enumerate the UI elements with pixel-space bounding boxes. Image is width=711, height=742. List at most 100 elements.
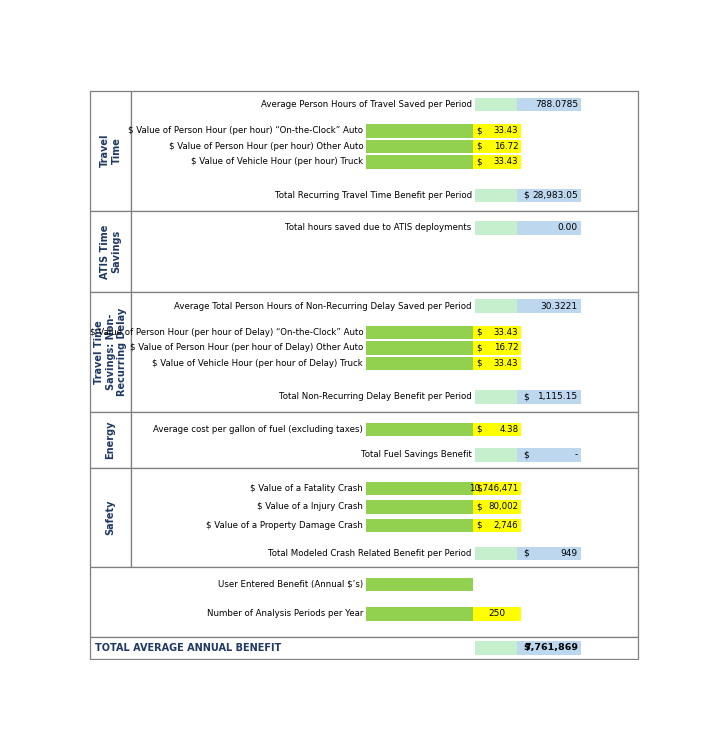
Bar <box>366 482 474 495</box>
Bar <box>475 641 518 654</box>
Text: Total Non-Recurring Delay Benefit per Period: Total Non-Recurring Delay Benefit per Pe… <box>279 393 471 401</box>
Bar <box>475 448 518 462</box>
Text: 7,761,869: 7,761,869 <box>524 643 578 652</box>
Bar <box>475 98 518 111</box>
Text: $: $ <box>523 191 528 200</box>
Bar <box>366 326 474 339</box>
Text: 80,002: 80,002 <box>488 502 518 511</box>
Bar <box>90 568 638 637</box>
Text: $: $ <box>476 157 482 166</box>
Bar <box>475 188 518 202</box>
Text: $: $ <box>476 126 482 135</box>
Bar <box>518 98 581 111</box>
Text: $ Value of Person Hour (per hour) “On-the-Clock” Auto: $ Value of Person Hour (per hour) “On-th… <box>128 126 363 135</box>
Text: 4.38: 4.38 <box>499 425 518 434</box>
Bar <box>131 468 638 568</box>
Bar <box>366 341 474 355</box>
Bar <box>366 500 474 513</box>
Bar <box>366 155 474 168</box>
Text: Average cost per gallon of fuel (excluding taxes): Average cost per gallon of fuel (excludi… <box>154 425 363 434</box>
Bar <box>474 326 521 339</box>
Text: Total Fuel Savings Benefit: Total Fuel Savings Benefit <box>361 450 471 459</box>
Text: $: $ <box>523 393 528 401</box>
Text: $: $ <box>476 484 482 493</box>
Text: 0.00: 0.00 <box>557 223 578 232</box>
Text: 10,746,471: 10,746,471 <box>469 484 518 493</box>
Text: Travel Time
Savings: Non-
Recurring Delay: Travel Time Savings: Non- Recurring Dela… <box>94 308 127 396</box>
Text: 250: 250 <box>488 609 506 618</box>
Bar <box>475 221 518 234</box>
Text: Energy: Energy <box>105 421 116 459</box>
Bar <box>366 124 474 137</box>
Text: TOTAL AVERAGE ANNUAL BENEFIT: TOTAL AVERAGE ANNUAL BENEFIT <box>95 643 282 653</box>
Bar <box>90 637 638 659</box>
Bar <box>518 547 581 560</box>
Text: $ Value of Person Hour (per hour of Delay) “On-the-Clock” Auto: $ Value of Person Hour (per hour of Dela… <box>90 328 363 337</box>
Text: 33.43: 33.43 <box>493 328 518 337</box>
Text: 30.3221: 30.3221 <box>541 301 578 311</box>
Bar <box>475 299 518 313</box>
Bar <box>518 448 581 462</box>
Bar <box>131 413 638 468</box>
Text: 28,983.05: 28,983.05 <box>532 191 578 200</box>
Text: $: $ <box>523 643 530 652</box>
Bar <box>518 188 581 202</box>
Text: $ Value of Vehicle Hour (per hour) Truck: $ Value of Vehicle Hour (per hour) Truck <box>191 157 363 166</box>
Text: 788.0785: 788.0785 <box>535 100 578 109</box>
Bar <box>366 357 474 370</box>
Text: $ Value of a Injury Crash: $ Value of a Injury Crash <box>257 502 363 511</box>
Text: $: $ <box>476 142 482 151</box>
Bar <box>475 547 518 560</box>
Bar <box>518 390 581 404</box>
Text: $ Value of a Fatality Crash: $ Value of a Fatality Crash <box>250 484 363 493</box>
Text: $ Value of Vehicle Hour (per hour of Delay) Truck: $ Value of Vehicle Hour (per hour of Del… <box>152 359 363 368</box>
Text: 16.72: 16.72 <box>493 142 518 151</box>
Text: $: $ <box>476 425 482 434</box>
Bar <box>90 413 131 468</box>
Text: 1,115.15: 1,115.15 <box>538 393 578 401</box>
Bar <box>474 341 521 355</box>
Bar <box>474 500 521 513</box>
Text: $: $ <box>523 549 528 558</box>
Bar <box>518 641 581 654</box>
Bar <box>475 390 518 404</box>
Text: Average Total Person Hours of Non-Recurring Delay Saved per Period: Average Total Person Hours of Non-Recurr… <box>174 301 471 311</box>
Text: $ Value of Person Hour (per hour of Delay) Other Auto: $ Value of Person Hour (per hour of Dela… <box>130 344 363 352</box>
Bar <box>518 221 581 234</box>
Text: $ Value of Person Hour (per hour) Other Auto: $ Value of Person Hour (per hour) Other … <box>169 142 363 151</box>
Bar <box>366 139 474 153</box>
Text: Number of Analysis Periods per Year: Number of Analysis Periods per Year <box>207 609 363 618</box>
Bar <box>474 482 521 495</box>
Text: 16.72: 16.72 <box>493 344 518 352</box>
Text: $: $ <box>523 450 528 459</box>
Text: Average Person Hours of Travel Saved per Period: Average Person Hours of Travel Saved per… <box>261 100 471 109</box>
Text: Safety: Safety <box>105 500 116 536</box>
Text: Travel
Time: Travel Time <box>100 134 122 168</box>
Bar <box>366 423 474 436</box>
Text: Total hours saved due to ATIS deployments: Total hours saved due to ATIS deployment… <box>286 223 471 232</box>
Bar <box>131 91 638 211</box>
Text: Total Recurring Travel Time Benefit per Period: Total Recurring Travel Time Benefit per … <box>274 191 471 200</box>
Bar <box>474 139 521 153</box>
Text: $ Value of a Property Damage Crash: $ Value of a Property Damage Crash <box>206 521 363 530</box>
Bar <box>474 607 521 620</box>
Text: ATIS Time
Savings: ATIS Time Savings <box>100 224 122 279</box>
Text: $: $ <box>476 359 482 368</box>
Bar <box>518 299 581 313</box>
Bar <box>366 607 474 620</box>
Text: -: - <box>574 450 578 459</box>
Bar <box>474 519 521 532</box>
Bar <box>90 211 131 292</box>
Text: $: $ <box>476 344 482 352</box>
Bar <box>366 519 474 532</box>
Text: $: $ <box>476 502 482 511</box>
Text: Total Modeled Crash Related Benefit per Period: Total Modeled Crash Related Benefit per … <box>268 549 471 558</box>
Bar <box>366 578 474 591</box>
Text: $: $ <box>476 521 482 530</box>
Text: 2,746: 2,746 <box>493 521 518 530</box>
Bar <box>131 292 638 413</box>
Bar <box>90 292 131 413</box>
Text: 33.43: 33.43 <box>493 157 518 166</box>
Bar <box>474 357 521 370</box>
Text: $: $ <box>476 328 482 337</box>
